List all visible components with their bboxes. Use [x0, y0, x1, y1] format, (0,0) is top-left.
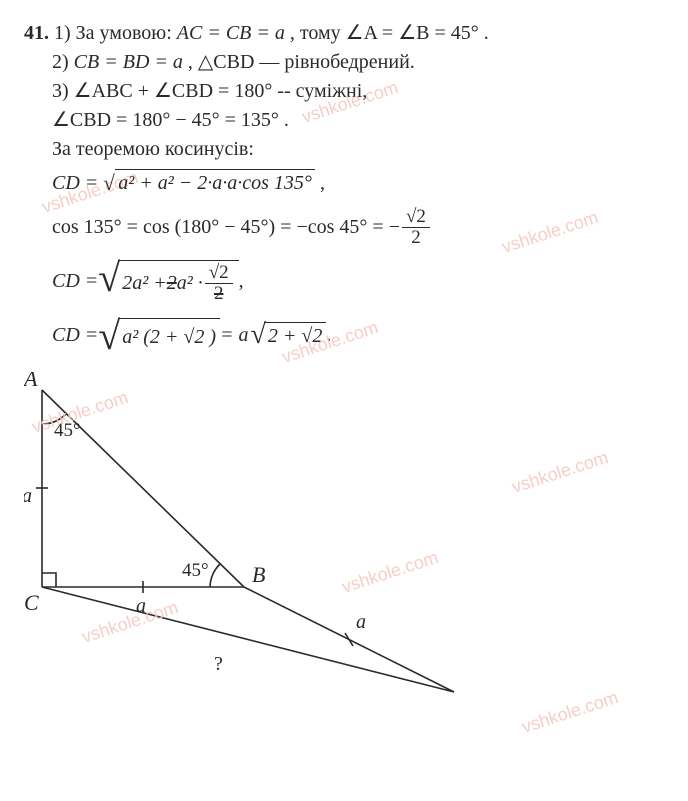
- side-label: a: [24, 485, 32, 507]
- text: .: [484, 22, 489, 44]
- equation: ∠A = ∠B = 45°: [346, 22, 479, 44]
- geometry-diagram: A C B 45° 45° a a a ?: [24, 372, 664, 712]
- denominator: 2: [205, 284, 233, 304]
- text: За теоремою косинусів:: [52, 138, 254, 160]
- numerator: √2: [402, 207, 430, 228]
- solution-text: 41. 1) За умовою: AC = CB = a , тому ∠A …: [24, 20, 664, 354]
- unknown-label: ?: [214, 653, 223, 675]
- equation: cos 135° = cos (180° − 45°) = −cos 45° =…: [52, 214, 400, 241]
- vertex-label: A: [24, 372, 38, 391]
- vertex-label: C: [24, 590, 39, 615]
- text: = a: [220, 322, 249, 349]
- text: 1) За умовою:: [54, 22, 177, 44]
- text: .: [284, 109, 289, 131]
- text: -- суміжні,: [277, 80, 367, 102]
- equation: ∠ABC + ∠CBD = 180°: [74, 80, 273, 102]
- fraction: √2 2: [402, 207, 430, 248]
- radicand: a² (2 + √2 ): [118, 318, 220, 354]
- sqrt: √ 2a² + 2 a² · √2 2: [98, 260, 238, 304]
- equation-lhs: CD =: [52, 172, 103, 194]
- side-label: a: [356, 611, 366, 633]
- text: ,: [320, 172, 325, 194]
- side-label: a: [136, 595, 146, 617]
- cancelled: 2: [167, 270, 177, 297]
- text: 2a² +: [122, 270, 167, 297]
- numerator: √2: [205, 263, 233, 284]
- text: 2): [52, 51, 74, 73]
- problem-number: 41.: [24, 22, 49, 44]
- equation-lhs: CD =: [52, 322, 98, 349]
- text: a² ·: [177, 270, 203, 297]
- vertex-label: B: [252, 562, 265, 587]
- angle-label: 45°: [182, 560, 209, 581]
- denominator: 2: [402, 228, 430, 248]
- text: ,: [239, 268, 244, 295]
- text: .: [326, 322, 331, 349]
- angle-label: 45°: [54, 420, 81, 441]
- text: , △CBD — рівнобедрений.: [188, 51, 415, 73]
- text: 3): [52, 80, 74, 102]
- equation-lhs: CD =: [52, 268, 98, 295]
- text: , тому: [290, 22, 346, 44]
- fraction: √2 2: [205, 263, 233, 304]
- equation: ∠CBD = 180° − 45° = 135°: [52, 109, 279, 131]
- radicand: 2 + √2: [264, 322, 326, 350]
- sqrt: √ a² (2 + √2 ): [98, 318, 220, 354]
- equation: AC = CB = a: [177, 22, 285, 44]
- radicand: a² + a² − 2·a·a·cos 135°: [115, 169, 315, 197]
- sqrt: √ 2 + √2: [251, 322, 327, 350]
- equation: CB = BD = a: [74, 51, 183, 73]
